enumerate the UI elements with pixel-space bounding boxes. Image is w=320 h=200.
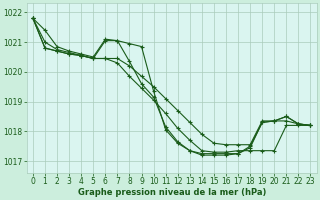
X-axis label: Graphe pression niveau de la mer (hPa): Graphe pression niveau de la mer (hPa)	[77, 188, 266, 197]
